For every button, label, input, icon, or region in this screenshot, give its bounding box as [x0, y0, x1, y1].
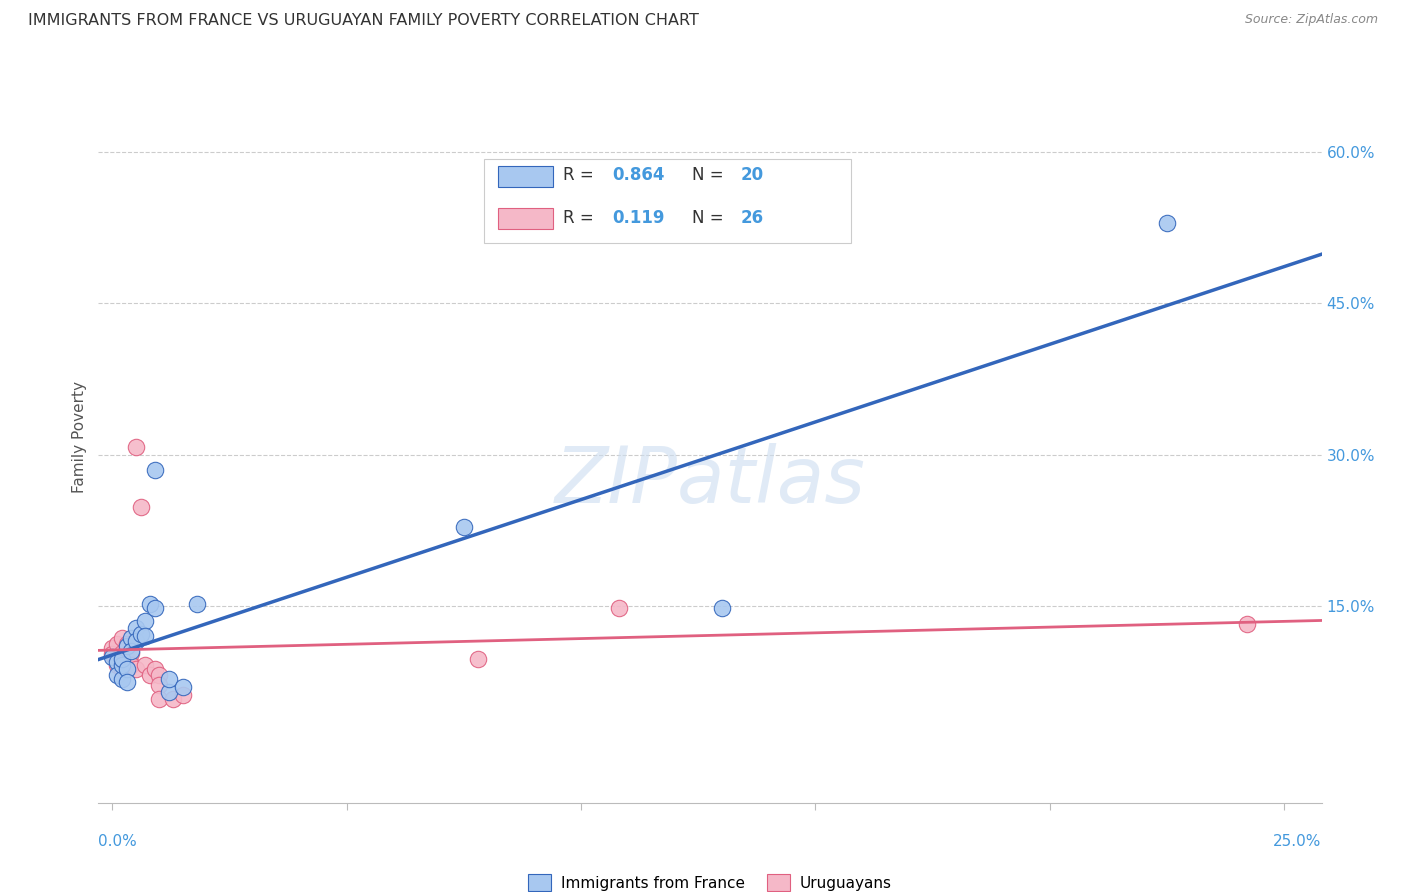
- Point: [129, 627, 152, 641]
- Point: [157, 672, 180, 686]
- Point: [143, 662, 166, 676]
- Point: [143, 463, 166, 477]
- Point: [143, 601, 166, 615]
- Point: [115, 651, 138, 665]
- Point: [115, 662, 138, 676]
- Point: [134, 657, 156, 672]
- Point: [134, 629, 156, 643]
- Text: R =: R =: [564, 166, 599, 185]
- Text: IMMIGRANTS FROM FRANCE VS URUGUAYAN FAMILY POVERTY CORRELATION CHART: IMMIGRANTS FROM FRANCE VS URUGUAYAN FAMI…: [28, 13, 699, 29]
- Point: [115, 640, 138, 654]
- Point: [111, 662, 134, 676]
- Point: [105, 655, 128, 669]
- Point: [120, 647, 142, 661]
- Point: [101, 649, 124, 664]
- Point: [148, 667, 170, 681]
- Text: 25.0%: 25.0%: [1274, 834, 1322, 849]
- Point: [125, 634, 148, 648]
- Point: [105, 657, 128, 672]
- Point: [101, 641, 124, 656]
- Point: [120, 657, 142, 671]
- Legend: Immigrants from France, Uruguayans: Immigrants from France, Uruguayans: [523, 868, 897, 892]
- Point: [111, 672, 134, 686]
- Text: N =: N =: [692, 166, 728, 185]
- Point: [148, 678, 170, 692]
- Point: [111, 647, 134, 661]
- FancyBboxPatch shape: [498, 208, 554, 228]
- Text: R =: R =: [564, 209, 605, 227]
- Point: [115, 637, 138, 651]
- Point: [105, 667, 128, 681]
- Point: [1156, 216, 1178, 230]
- Point: [139, 597, 162, 611]
- Text: Source: ZipAtlas.com: Source: ZipAtlas.com: [1244, 13, 1378, 27]
- Point: [162, 692, 184, 706]
- Text: ZIPatlas: ZIPatlas: [554, 443, 866, 519]
- Text: 26: 26: [741, 209, 763, 227]
- Point: [139, 667, 162, 681]
- Text: 0.119: 0.119: [612, 209, 665, 227]
- Text: 20: 20: [741, 166, 763, 185]
- Text: N =: N =: [692, 209, 728, 227]
- Point: [111, 651, 134, 665]
- Point: [710, 601, 733, 615]
- Point: [134, 614, 156, 628]
- Point: [115, 641, 138, 656]
- Point: [111, 632, 134, 646]
- Text: 0.864: 0.864: [612, 166, 665, 185]
- Point: [186, 597, 208, 611]
- Point: [120, 632, 142, 646]
- Point: [607, 601, 630, 615]
- Y-axis label: Family Poverty: Family Poverty: [72, 381, 87, 493]
- Point: [105, 651, 128, 665]
- Point: [111, 657, 134, 672]
- Point: [120, 644, 142, 658]
- Point: [125, 662, 148, 676]
- Point: [105, 637, 128, 651]
- Point: [467, 651, 489, 665]
- Point: [1236, 617, 1258, 632]
- Point: [148, 692, 170, 706]
- Point: [101, 648, 124, 662]
- Text: 0.0%: 0.0%: [98, 834, 138, 849]
- Point: [172, 688, 194, 702]
- Point: [172, 680, 194, 694]
- Point: [125, 440, 148, 454]
- FancyBboxPatch shape: [498, 167, 554, 187]
- Point: [120, 657, 142, 672]
- Point: [129, 500, 152, 515]
- Point: [115, 674, 138, 689]
- Point: [125, 621, 148, 635]
- Point: [157, 685, 180, 699]
- FancyBboxPatch shape: [484, 159, 851, 244]
- Point: [453, 520, 475, 534]
